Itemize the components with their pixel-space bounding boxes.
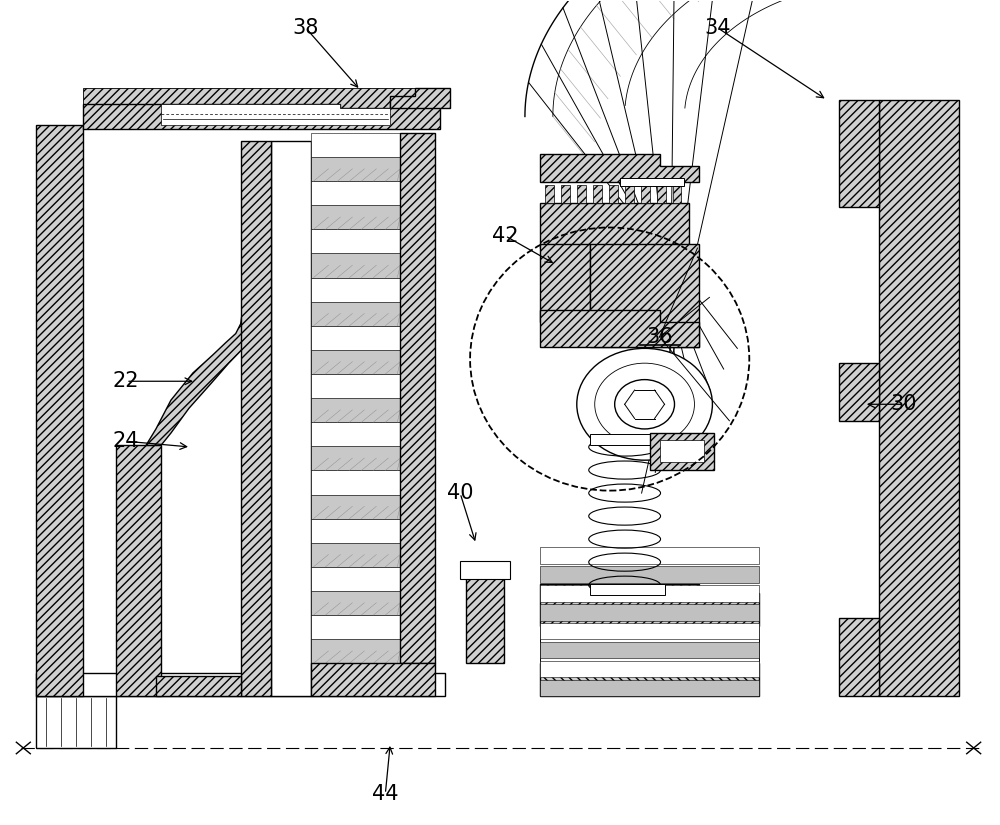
Polygon shape xyxy=(116,446,161,696)
Bar xyxy=(641,185,650,203)
Bar xyxy=(311,567,400,591)
Polygon shape xyxy=(400,133,435,663)
Text: 34: 34 xyxy=(704,17,731,38)
Bar xyxy=(36,673,445,696)
Polygon shape xyxy=(146,323,256,446)
Bar xyxy=(311,639,400,663)
Bar xyxy=(540,566,759,582)
Text: 38: 38 xyxy=(292,17,319,38)
Bar xyxy=(311,543,400,567)
Bar xyxy=(540,680,759,696)
Polygon shape xyxy=(540,309,699,346)
Bar xyxy=(311,229,400,253)
Polygon shape xyxy=(466,564,504,663)
Text: 44: 44 xyxy=(372,784,399,804)
Bar xyxy=(311,277,400,302)
Bar xyxy=(590,583,665,595)
Bar xyxy=(311,326,400,350)
Bar xyxy=(311,302,400,326)
Text: 22: 22 xyxy=(113,371,139,391)
Bar xyxy=(540,585,759,601)
Bar xyxy=(540,626,759,663)
Bar xyxy=(609,185,618,203)
Bar xyxy=(540,604,759,620)
Bar xyxy=(577,185,586,203)
Bar xyxy=(460,561,510,579)
Bar xyxy=(311,350,400,374)
Bar xyxy=(540,623,759,639)
Polygon shape xyxy=(161,104,390,125)
Bar xyxy=(311,422,400,446)
Polygon shape xyxy=(241,141,271,696)
Text: 24: 24 xyxy=(113,431,139,451)
Bar xyxy=(545,185,554,203)
Bar xyxy=(650,433,714,470)
Bar xyxy=(311,182,400,205)
Bar xyxy=(311,615,400,639)
Bar xyxy=(311,446,400,470)
Text: 30: 30 xyxy=(891,394,917,414)
Bar xyxy=(540,661,759,677)
Circle shape xyxy=(615,380,675,429)
Polygon shape xyxy=(36,696,116,748)
Polygon shape xyxy=(390,87,450,108)
Polygon shape xyxy=(83,100,440,129)
Bar xyxy=(590,434,665,446)
Bar xyxy=(673,185,681,203)
Polygon shape xyxy=(271,141,311,696)
Bar xyxy=(311,663,435,696)
Polygon shape xyxy=(540,244,590,322)
Bar xyxy=(311,470,400,494)
Bar xyxy=(311,398,400,422)
Bar xyxy=(620,178,684,186)
Bar xyxy=(540,642,759,658)
Text: 42: 42 xyxy=(492,226,518,246)
Bar xyxy=(311,157,400,182)
Bar xyxy=(625,185,634,203)
Polygon shape xyxy=(540,203,689,248)
Bar xyxy=(540,547,759,563)
Polygon shape xyxy=(839,618,879,696)
Polygon shape xyxy=(540,583,759,626)
Bar xyxy=(311,253,400,277)
Bar xyxy=(561,185,570,203)
Bar xyxy=(657,185,666,203)
Polygon shape xyxy=(83,87,440,129)
Bar xyxy=(540,663,759,696)
Circle shape xyxy=(577,348,712,460)
Polygon shape xyxy=(839,363,879,421)
Bar xyxy=(311,374,400,398)
Bar xyxy=(311,205,400,229)
Polygon shape xyxy=(590,244,699,346)
Polygon shape xyxy=(36,125,83,696)
Bar xyxy=(593,185,602,203)
Polygon shape xyxy=(839,100,879,207)
Circle shape xyxy=(595,363,694,446)
Text: 40: 40 xyxy=(447,483,473,503)
Polygon shape xyxy=(256,315,311,330)
Polygon shape xyxy=(241,224,269,326)
Bar xyxy=(311,591,400,615)
Bar xyxy=(311,519,400,543)
Bar xyxy=(156,676,241,696)
Bar xyxy=(311,133,400,157)
Polygon shape xyxy=(540,153,699,182)
Bar xyxy=(311,494,400,519)
Text: 36: 36 xyxy=(646,327,673,346)
Bar xyxy=(660,441,704,462)
Polygon shape xyxy=(879,100,959,696)
